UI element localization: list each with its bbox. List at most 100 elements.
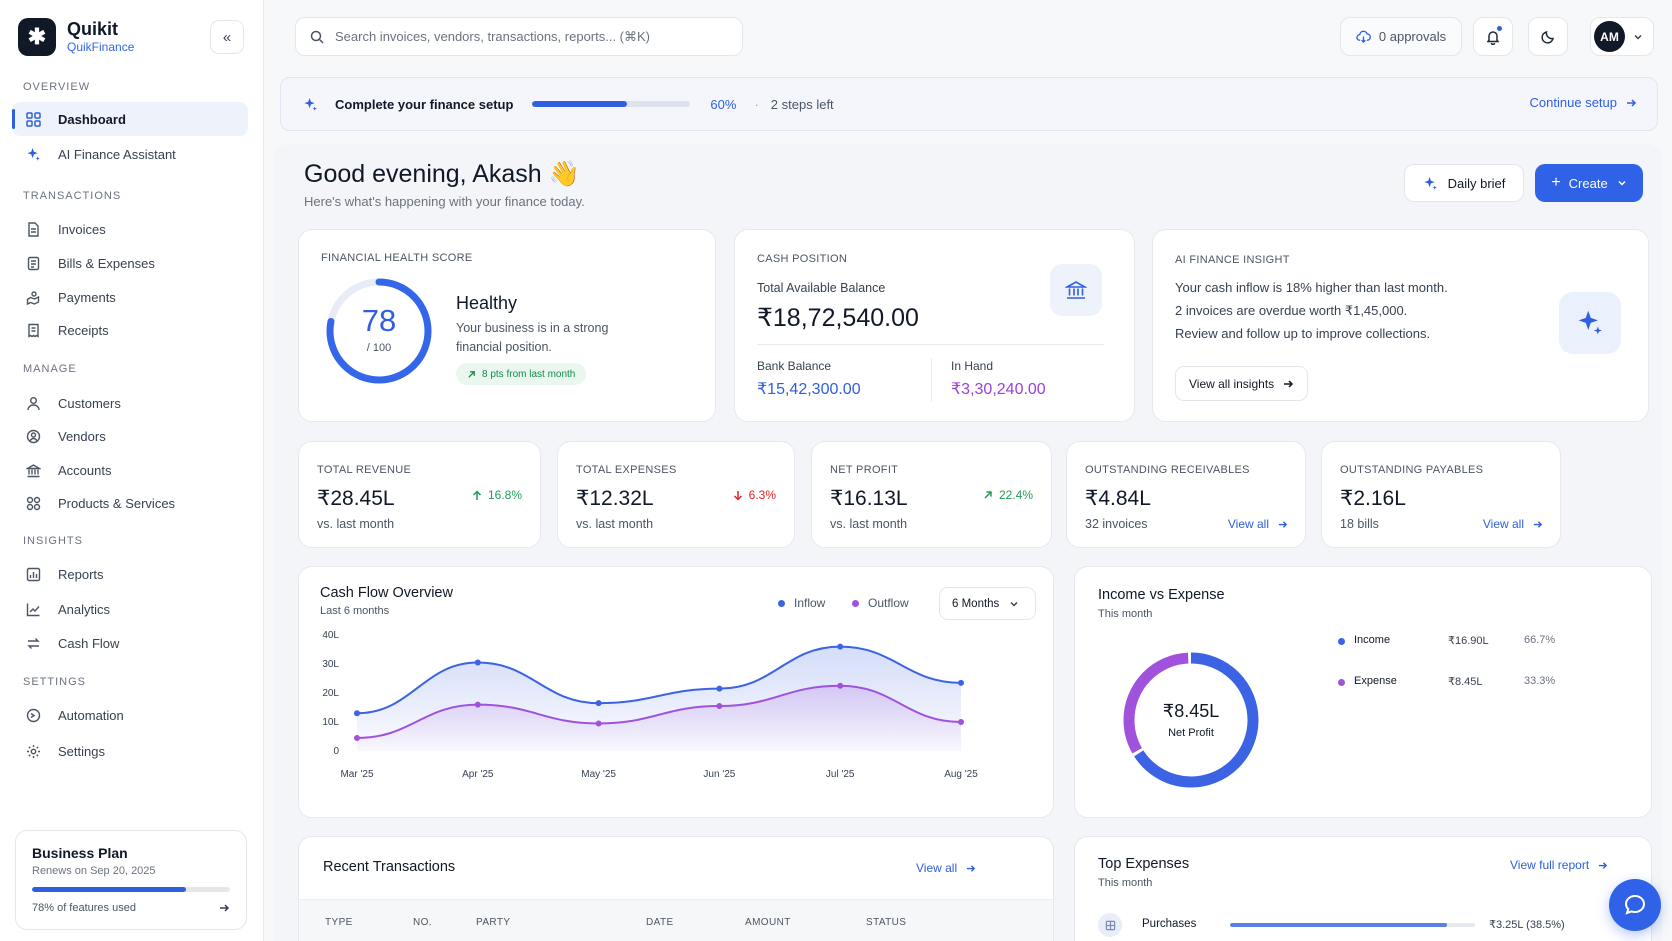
chat-bubble-icon bbox=[1623, 893, 1647, 917]
sidebar-item-label: Invoices bbox=[58, 221, 106, 237]
setup-title: Complete your finance setup bbox=[335, 96, 514, 112]
create-button[interactable]: + Create bbox=[1535, 164, 1643, 202]
collapse-sidebar-button[interactable]: « bbox=[210, 20, 244, 54]
create-label: Create bbox=[1568, 175, 1608, 191]
sidebar-item-label: Cash Flow bbox=[58, 635, 120, 651]
view-full-report-link[interactable]: View full report bbox=[1510, 858, 1608, 872]
sidebar-item-receipts[interactable]: Receipts bbox=[12, 313, 248, 347]
recent-transactions-card: Recent Transactions View all TYPE NO. PA… bbox=[298, 836, 1054, 941]
setup-progress-bar bbox=[532, 101, 691, 107]
column-header-no[interactable]: NO. bbox=[413, 917, 432, 928]
sidebar-item-label: Products & Services bbox=[58, 495, 176, 511]
arrow-right-icon bbox=[1269, 519, 1288, 530]
sidebar-item-cash-flow[interactable]: Cash Flow bbox=[12, 626, 248, 660]
data-point-outflow[interactable] bbox=[354, 734, 360, 741]
kpi-value: ₹4.84L bbox=[1085, 487, 1151, 510]
health-score-max: / 100 bbox=[366, 342, 392, 354]
sparkle-icon bbox=[1559, 292, 1621, 354]
plus-icon: + bbox=[1551, 174, 1561, 191]
kpi-trend: 22.4% bbox=[983, 488, 1033, 502]
sidebar-item-ai-finance-assistant[interactable]: AI Finance Assistant bbox=[12, 137, 248, 171]
sidebar-item-label: Dashboard bbox=[58, 111, 126, 127]
column-header-party[interactable]: PARTY bbox=[476, 917, 511, 928]
legend-dot bbox=[852, 599, 859, 607]
sidebar-item-customers[interactable]: Customers bbox=[12, 386, 248, 420]
donut-slice-income bbox=[1123, 652, 1259, 788]
in-hand-label: In Hand bbox=[951, 359, 994, 373]
setup-progress-label: 60% bbox=[710, 96, 737, 112]
sidebar-item-label: Analytics bbox=[58, 601, 111, 617]
daily-brief-button[interactable]: Daily brief bbox=[1404, 164, 1524, 202]
sidebar-item-label: Receipts bbox=[58, 322, 109, 338]
user-menu-button[interactable]: AM bbox=[1590, 17, 1654, 56]
sidebar-item-vendors[interactable]: Vendors bbox=[12, 419, 248, 453]
plan-usage-label: 78% of features used bbox=[32, 902, 136, 914]
kpi-card-expenses: TOTAL EXPENSES ₹12.32L vs. last month 6.… bbox=[557, 441, 795, 548]
data-point-inflow[interactable] bbox=[958, 679, 964, 686]
data-point-outflow[interactable] bbox=[958, 719, 964, 725]
chat-button[interactable] bbox=[1609, 879, 1661, 931]
nav-section-transactions: TRANSACTIONS bbox=[23, 190, 122, 202]
column-header-status[interactable]: STATUS bbox=[866, 917, 907, 928]
series-line-outflow bbox=[356, 684, 962, 739]
health-change-badge: 8 pts from last month bbox=[456, 363, 587, 385]
view-all-payables-link[interactable]: View all bbox=[1483, 517, 1543, 531]
data-point-inflow[interactable] bbox=[595, 700, 602, 707]
theme-toggle-button[interactable] bbox=[1528, 17, 1568, 56]
column-header-amount[interactable]: AMOUNT bbox=[745, 917, 791, 928]
expense-name: Purchases bbox=[1142, 918, 1197, 930]
sidebar-item-products-services[interactable]: Products & Services bbox=[12, 486, 248, 520]
sidebar-item-analytics[interactable]: Analytics bbox=[12, 592, 248, 626]
invoice-icon bbox=[24, 220, 42, 238]
sidebar-item-payments[interactable]: Payments bbox=[12, 280, 248, 314]
cloud-sync-icon bbox=[1356, 29, 1371, 44]
sidebar-item-dashboard[interactable]: Dashboard bbox=[12, 102, 248, 136]
sidebar-item-bills-expenses[interactable]: Bills & Expenses bbox=[12, 246, 248, 280]
sidebar-item-invoices[interactable]: Invoices bbox=[12, 212, 248, 246]
view-all-transactions-link[interactable]: View all bbox=[916, 861, 976, 875]
notifications-button[interactable] bbox=[1473, 17, 1513, 56]
cash-flow-title: Cash Flow Overview bbox=[320, 585, 453, 601]
data-point-inflow[interactable] bbox=[837, 643, 844, 650]
x-tick-label: Mar '25 bbox=[340, 769, 373, 780]
range-select[interactable]: 6 Months bbox=[939, 587, 1036, 620]
arrow-right-icon[interactable] bbox=[218, 902, 230, 914]
row-name: Expense bbox=[1354, 675, 1397, 687]
approvals-button[interactable]: 0 approvals bbox=[1340, 17, 1462, 56]
sidebar: ✱ Quikit QuikFinance « OVERVIEW Dashboar… bbox=[0, 0, 264, 941]
arrow-right-icon bbox=[1589, 860, 1608, 871]
kpi-sub: 18 bills bbox=[1340, 517, 1379, 531]
column-header-type[interactable]: TYPE bbox=[325, 917, 353, 928]
data-point-outflow[interactable] bbox=[595, 720, 602, 727]
top-expenses-title: Top Expenses bbox=[1098, 856, 1190, 872]
search-bar[interactable]: Search invoices, vendors, transactions, … bbox=[295, 17, 743, 56]
view-all-insights-button[interactable]: View all insights bbox=[1175, 366, 1309, 401]
health-status: Healthy bbox=[456, 293, 518, 313]
kpi-trend: 6.3% bbox=[733, 488, 776, 502]
sidebar-item-label: Reports bbox=[58, 566, 104, 582]
plan-title: Business Plan bbox=[32, 845, 128, 861]
data-point-outflow[interactable] bbox=[474, 701, 481, 708]
brand[interactable]: ✱ Quikit QuikFinance bbox=[18, 18, 134, 56]
kpi-card-net-profit: NET PROFIT ₹16.13L vs. last month 22.4% bbox=[811, 441, 1052, 548]
data-point-inflow[interactable] bbox=[716, 685, 723, 692]
sidebar-item-reports[interactable]: Reports bbox=[12, 557, 248, 591]
data-point-outflow[interactable] bbox=[837, 682, 844, 689]
sidebar-item-label: Payments bbox=[58, 289, 116, 305]
data-point-inflow[interactable] bbox=[474, 659, 481, 666]
setup-banner: Complete your finance setup 60% · 2 step… bbox=[280, 77, 1658, 131]
plan-card[interactable]: Business Plan Renews on Sep 20, 2025 78%… bbox=[15, 830, 247, 930]
kpi-link-label: View all bbox=[1482, 517, 1524, 531]
data-point-outflow[interactable] bbox=[716, 703, 723, 710]
view-all-receivables-link[interactable]: View all bbox=[1228, 517, 1288, 531]
continue-setup-link[interactable]: Continue setup bbox=[1530, 95, 1637, 110]
column-header-date[interactable]: DATE bbox=[646, 917, 674, 928]
data-point-inflow[interactable] bbox=[354, 710, 360, 717]
sparkle-icon bbox=[1423, 176, 1438, 191]
kpi-value: ₹2.16L bbox=[1340, 487, 1406, 510]
sidebar-item-settings[interactable]: Settings bbox=[12, 734, 248, 768]
table-header: TYPE NO. PARTY DATE AMOUNT STATUS bbox=[299, 899, 1053, 941]
search-input[interactable]: Search invoices, vendors, transactions, … bbox=[335, 28, 651, 44]
sidebar-item-accounts[interactable]: Accounts bbox=[12, 453, 248, 487]
sidebar-item-automation[interactable]: Automation bbox=[12, 698, 248, 732]
